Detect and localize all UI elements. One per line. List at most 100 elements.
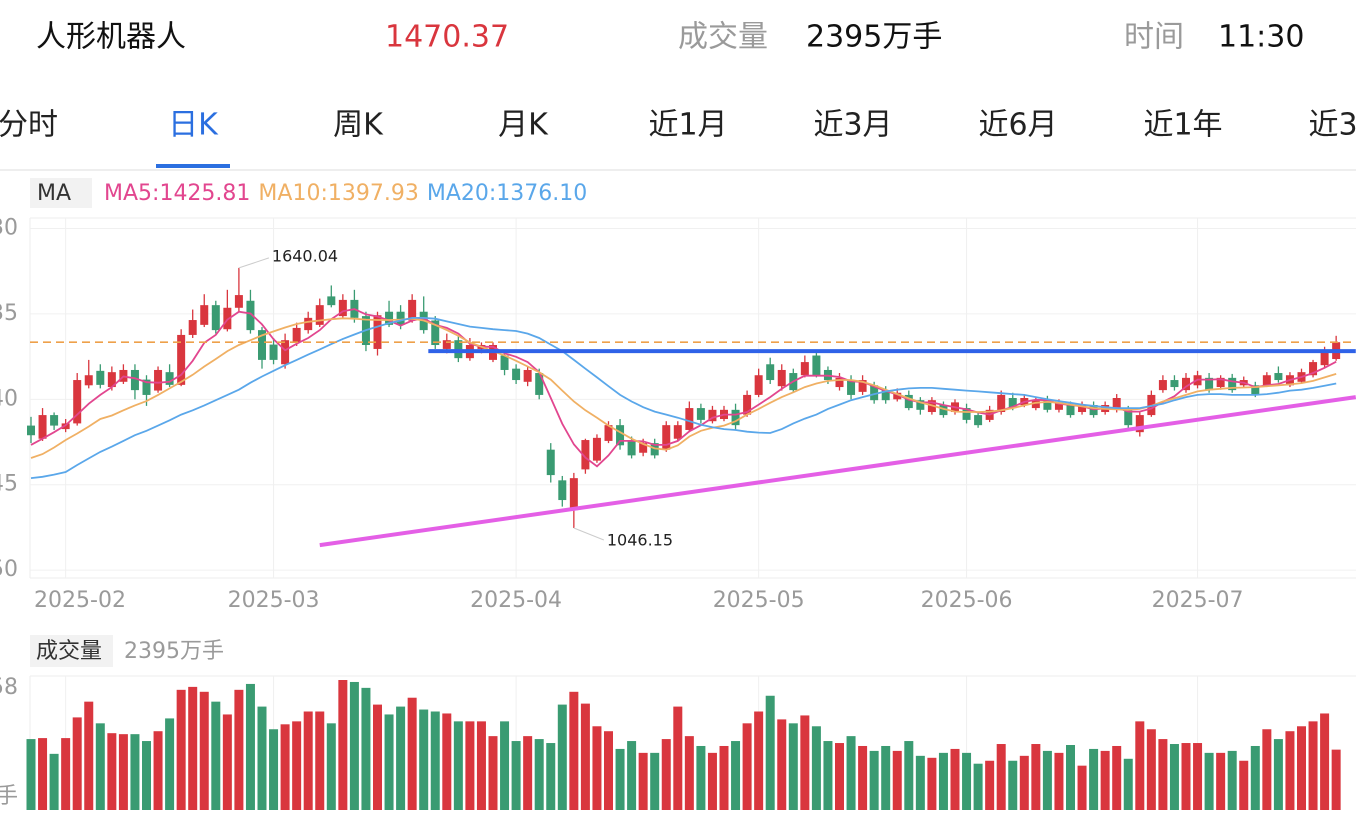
candle-body [327,296,336,306]
candle-body [442,340,451,349]
volume-bar [742,723,752,810]
y-tick-label: 1730 [0,216,18,241]
candle-body [835,377,844,388]
candle-body [743,394,752,415]
candle-body [292,327,301,343]
tab[interactable]: 月K [498,108,549,143]
volume-bar [257,706,267,810]
y-tick-label: 5158 [0,675,18,700]
volume-bar [442,713,452,810]
candle-body [188,320,197,335]
volume-bar [1123,758,1133,810]
candle-body [546,449,555,476]
y-tick-label: 1535 [0,301,18,326]
volume-bar [1239,760,1249,810]
y-tick-label: 1340 [0,386,18,411]
time: 11:30 [1218,20,1304,55]
candle-body [523,369,532,382]
candle-body [581,440,590,470]
candle-body [662,425,671,450]
candle-body [558,480,567,501]
tab[interactable]: 分时 [0,108,58,143]
tab[interactable]: 日K [168,108,219,143]
volume-bar [858,745,868,810]
volume-bar [500,721,510,810]
y-tick-label: 950 [0,557,18,582]
candle-body [1158,380,1167,391]
high-label: 1640.04 [272,246,338,265]
candle-body [569,478,578,511]
candle-body [1135,415,1144,433]
candle-body [396,311,405,325]
volume-bar [569,691,579,810]
volume-bar [592,726,602,810]
candle-body [997,394,1006,413]
volume-bar [38,738,48,810]
tab[interactable]: 近3年 [1308,108,1356,143]
volume-bar [107,733,117,810]
volume-bar [269,729,279,810]
volume-bar [996,744,1006,810]
candle-body [1309,362,1318,376]
volume-bar [384,714,394,810]
volume-title: 成交量 [36,639,102,664]
volume-bar [234,689,244,810]
candle-body [1228,377,1237,391]
candle-body [766,364,775,381]
candle-body [1066,405,1075,416]
price: 1470.37 [385,20,509,55]
volume-bar [1019,755,1029,810]
volume-bar [973,763,983,810]
volume-bar [661,739,671,810]
volume-bar [696,745,706,810]
candle-body [639,443,648,453]
volume-bar [731,741,741,810]
candle-body [1216,377,1225,388]
candle-body [974,415,983,426]
volume-bar [892,750,902,810]
candle-body [142,379,151,395]
volume-bar [199,691,209,810]
candle-body [315,305,324,325]
candle-body [431,320,440,346]
volume-bar [673,706,683,810]
tab[interactable]: 周K [333,108,384,143]
candle-body [592,437,601,461]
volume-bar [407,697,417,810]
x-tick-label: 2025-02 [34,588,126,613]
volume-bar [534,739,544,810]
volume-bar [349,681,359,810]
candle-body [500,355,509,370]
candle-body [777,369,786,387]
candle-body [130,369,139,391]
volume-bar [1320,713,1330,810]
low-leader [573,527,605,541]
volume-bar [222,714,232,810]
volume-bar [1066,745,1075,810]
candle-body [1170,380,1179,388]
volume-bar [26,739,36,810]
volume-bar [835,743,844,810]
tab[interactable]: 近1年 [1143,108,1222,143]
volume-bar [338,680,348,810]
volume-bar [1297,726,1306,810]
tab[interactable]: 近3月 [813,108,892,143]
volume-bar [650,752,660,810]
volume-bar [684,736,694,810]
candle-body [847,380,856,395]
candle-body [1008,398,1017,409]
tab-underline [156,164,230,168]
candle-body [246,300,255,331]
tab[interactable]: 近1月 [648,108,727,143]
candle-body [1031,400,1040,409]
volume-bar [1331,749,1341,810]
volume-bar [754,711,764,810]
volume-bar [280,724,290,810]
volume-bar [211,701,221,810]
candle-body [27,425,35,436]
tab[interactable]: 近6月 [978,108,1057,143]
volume-bar [615,748,625,810]
volume-bar [1285,731,1295,810]
volume-bar [638,752,648,810]
